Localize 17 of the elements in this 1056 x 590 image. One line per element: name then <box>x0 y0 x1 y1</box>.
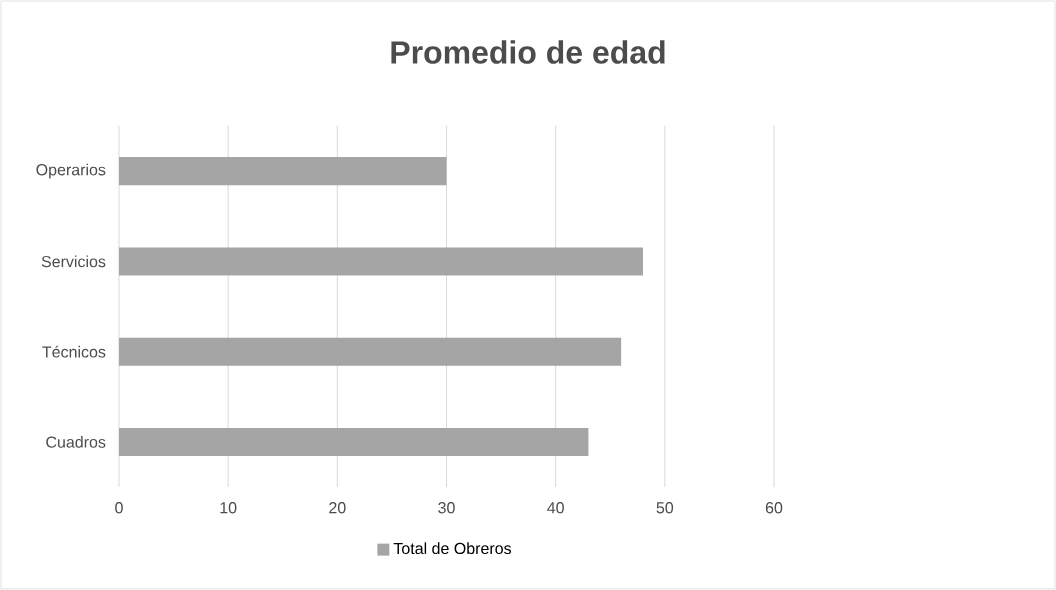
legend-label: Total de Obreros <box>393 542 512 555</box>
bar <box>119 247 643 276</box>
x-tick-label: 0 <box>115 502 123 514</box>
bar <box>119 337 622 366</box>
chart-title: Promedio de edad <box>391 40 665 64</box>
y-tick-label: Técnicos <box>42 345 106 358</box>
x-tick-label: 60 <box>765 502 783 514</box>
bar <box>119 157 447 186</box>
bar <box>119 427 589 456</box>
x-tick-label: 10 <box>220 502 237 514</box>
y-tick-label: Cuadros <box>46 435 106 448</box>
y-tick-label: Servicios <box>41 255 106 268</box>
x-tick-label: 50 <box>656 502 674 514</box>
x-tick-label: 30 <box>438 502 455 514</box>
x-tick-label: 40 <box>547 502 564 514</box>
y-tick-label: Operarios <box>36 163 106 179</box>
x-tick-label: 20 <box>329 502 346 514</box>
